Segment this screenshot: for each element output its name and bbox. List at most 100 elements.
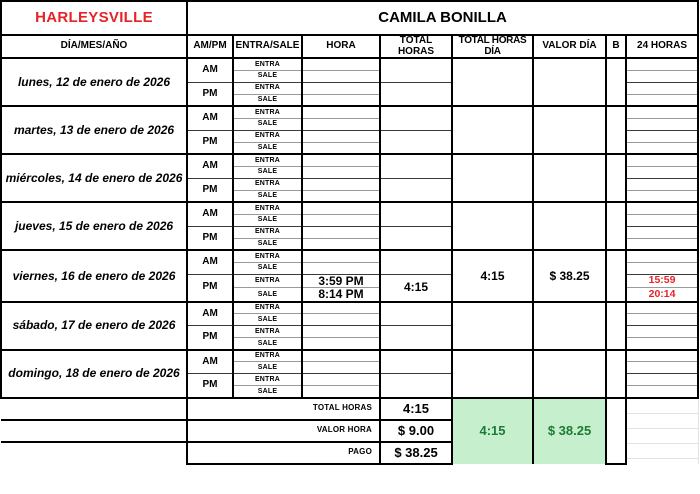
hora24-pm-entra-cell[interactable] (624, 129, 700, 142)
hora24-am-sale-cell[interactable] (624, 261, 700, 274)
total-horas-dia-cell[interactable]: 4:15 (451, 249, 533, 302)
hora-pm-entra-cell[interactable] (301, 177, 380, 190)
valor-dia-cell[interactable] (532, 300, 606, 350)
hora24-am-sale-cell[interactable] (624, 213, 700, 226)
b-cell[interactable] (605, 300, 626, 350)
entra-label-cell: ENTRA (232, 348, 302, 362)
total-horas-am-cell[interactable] (379, 300, 452, 326)
hora24-pm-entra-cell[interactable]: 15:59 (624, 273, 700, 288)
hora24-pm-sale-cell[interactable] (624, 237, 700, 250)
hora-pm-sale-cell[interactable] (301, 337, 380, 350)
total-horas-pm-cell[interactable] (379, 129, 452, 154)
hora24-pm-entra-cell[interactable] (624, 81, 700, 94)
hora-pm-entra-cell[interactable] (301, 373, 380, 386)
hora-pm-sale-cell[interactable] (301, 93, 380, 106)
hora-am-sale-cell[interactable] (301, 165, 380, 178)
hora-am-entra-cell[interactable] (301, 300, 380, 314)
total-horas-pm-cell[interactable] (379, 177, 452, 202)
b-cell[interactable] (605, 249, 626, 302)
hora-pm-sale-cell[interactable]: 8:14 PM (301, 287, 380, 302)
hora24-am-entra-cell[interactable] (624, 57, 700, 70)
valor-dia-cell[interactable] (532, 153, 606, 202)
total-horas-am-cell[interactable] (379, 57, 452, 82)
hora-pm-entra-cell[interactable] (301, 81, 380, 94)
hora-pm-sale-cell[interactable] (301, 189, 380, 202)
total-horas-dia-cell[interactable] (451, 300, 533, 350)
hora-am-sale-cell[interactable] (301, 261, 380, 274)
hora-am-sale-cell[interactable] (301, 361, 380, 374)
hora24-am-sale-cell[interactable] (624, 165, 700, 178)
summary-green-total-horas-dia-cell[interactable]: 4:15 (451, 396, 533, 464)
hora24-pm-entra-cell[interactable] (624, 177, 700, 190)
total-horas-dia-cell[interactable] (451, 57, 533, 106)
valor-dia-cell[interactable] (532, 348, 606, 398)
empty-corner-cell (1, 418, 187, 442)
b-cell[interactable] (605, 201, 626, 250)
hora24-am-entra-cell[interactable] (624, 300, 700, 314)
hora24-pm-sale-cell[interactable] (624, 189, 700, 202)
hora-pm-sale-cell[interactable] (301, 237, 380, 250)
total-horas-pm-cell[interactable] (379, 373, 452, 398)
hora-pm-sale-cell[interactable] (301, 141, 380, 154)
hora-pm-entra-cell[interactable] (301, 225, 380, 238)
total-horas-pm-cell[interactable] (379, 81, 452, 106)
hora24-am-entra-cell[interactable] (624, 249, 700, 262)
hora24-am-sale-cell[interactable] (624, 361, 700, 374)
total-horas-dia-cell[interactable] (451, 201, 533, 250)
hora24-pm-sale-cell[interactable] (624, 93, 700, 106)
b-cell[interactable] (605, 57, 626, 106)
total-horas-dia-cell[interactable] (451, 348, 533, 398)
hora-am-sale-cell[interactable] (301, 313, 380, 326)
hora-am-entra-cell[interactable] (301, 348, 380, 362)
total-horas-am-cell[interactable] (379, 201, 452, 226)
total-horas-dia-cell[interactable] (451, 105, 533, 154)
valor-dia-cell[interactable] (532, 57, 606, 106)
hora24-am-entra-cell[interactable] (624, 348, 700, 362)
hora24-pm-entra-cell[interactable] (624, 325, 700, 338)
hora-pm-entra-cell[interactable] (301, 325, 380, 338)
hora24-pm-sale-cell[interactable] (624, 337, 700, 350)
b-cell[interactable] (605, 348, 626, 398)
summary-green-valor-dia-cell[interactable]: $ 38.25 (532, 396, 606, 464)
valor-dia-cell[interactable] (532, 201, 606, 250)
total-horas-am-cell[interactable] (379, 249, 452, 274)
hora-pm-entra-cell[interactable] (301, 129, 380, 142)
summary-pago-value[interactable]: $ 38.25 (379, 440, 452, 465)
total-horas-pm-cell[interactable]: 4:15 (379, 273, 452, 302)
hora-pm-entra-cell[interactable]: 3:59 PM (301, 273, 380, 288)
total-horas-pm-cell[interactable] (379, 225, 452, 250)
hora24-pm-entra-cell[interactable] (624, 373, 700, 386)
valor-dia-cell[interactable]: $ 38.25 (532, 249, 606, 302)
valor-dia-cell[interactable] (532, 105, 606, 154)
summary-b-cell[interactable] (605, 396, 626, 465)
b-cell[interactable] (605, 153, 626, 202)
hora24-am-entra-cell[interactable] (624, 153, 700, 166)
hora-am-entra-cell[interactable] (301, 153, 380, 166)
hora-am-entra-cell[interactable] (301, 201, 380, 214)
total-horas-am-cell[interactable] (379, 105, 452, 130)
hora-am-sale-cell[interactable] (301, 117, 380, 130)
hora24-am-sale-cell[interactable] (624, 117, 700, 130)
hora24-am-entra-cell[interactable] (624, 201, 700, 214)
hora-am-sale-cell[interactable] (301, 213, 380, 226)
hora24-pm-sale-cell[interactable] (624, 385, 700, 398)
summary-row-total-horas: TOTAL HORAS 4:15 4:15 $ 38.25 (1, 396, 699, 465)
summary-valor-hora-value[interactable]: $ 9.00 (379, 418, 452, 442)
hora-pm-sale-cell[interactable] (301, 385, 380, 398)
hora-am-entra-cell[interactable] (301, 249, 380, 262)
hora24-pm-sale-cell[interactable] (624, 141, 700, 154)
hora24-am-sale-cell[interactable] (624, 313, 700, 326)
total-horas-am-cell[interactable] (379, 153, 452, 178)
hora-am-entra-cell[interactable] (301, 105, 380, 118)
summary-total-horas-value[interactable]: 4:15 (379, 396, 452, 420)
hora24-pm-entra-cell[interactable] (624, 225, 700, 238)
hora24-am-entra-cell[interactable] (624, 105, 700, 118)
hora-am-entra-cell[interactable] (301, 57, 380, 70)
total-horas-pm-cell[interactable] (379, 325, 452, 350)
hora24-pm-sale-cell[interactable]: 20:14 (624, 287, 700, 302)
hora-am-sale-cell[interactable] (301, 69, 380, 82)
total-horas-am-cell[interactable] (379, 348, 452, 374)
b-cell[interactable] (605, 105, 626, 154)
total-horas-dia-cell[interactable] (451, 153, 533, 202)
hora24-am-sale-cell[interactable] (624, 69, 700, 82)
